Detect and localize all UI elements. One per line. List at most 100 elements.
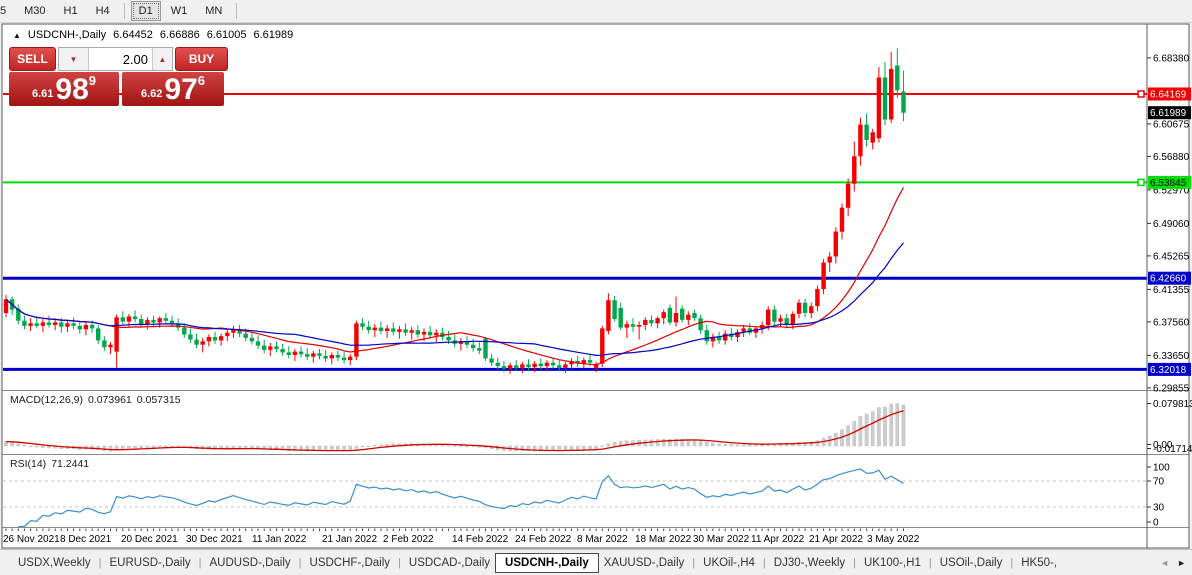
chart-title: ▲ USDCNH-,Daily 6.64452 6.66886 6.61005 … [13,29,293,41]
tab-usdx-weekly[interactable]: USDX,Weekly [18,556,91,569]
chart-tab-bar: USDX,Weekly | EURUSD-,Daily | AUDUSD-,Daily |… [0,549,1192,575]
price-axis[interactable]: 6.68380 6.60675 6.56880 6.52970 6.49060 6.452… [1146,24,1192,548]
svg-text:26 Nov 2021: 26 Nov 2021 [3,534,60,545]
rsi-level-lines [3,480,1147,508]
svg-text:6.29855: 6.29855 [1153,383,1190,394]
macd-name: MACD(12,26,9) [10,394,83,406]
tab-xauusd-daily[interactable]: XAUUSD-,Daily [603,556,685,569]
tab-dj30-weekly[interactable]: DJ30-,Weekly [773,556,846,569]
svg-text:8 Dec 2021: 8 Dec 2021 [60,534,112,545]
sell-price-prefix: 6.61 [31,88,54,100]
tab-separator: | [762,556,766,569]
tabs-scroll-left-icon[interactable]: ◄ [1160,558,1170,568]
svg-text:6.52970: 6.52970 [1153,185,1190,196]
tab-usdcad-daily[interactable]: USDCAD-,Daily [408,556,491,569]
svg-text:24 Feb 2022: 24 Feb 2022 [515,534,572,545]
svg-text:11 Apr 2022: 11 Apr 2022 [751,534,805,545]
svg-text:0: 0 [1153,518,1159,529]
buy-price-big-digits: 97 [164,73,198,106]
toolbar-separator [123,3,125,19]
buy-price-display[interactable]: 6.62 97 6 [122,72,224,106]
macd-signal-value: 0.057315 [136,394,181,406]
svg-text:14 Feb 2022: 14 Feb 2022 [452,534,509,545]
timeframe-button-mn[interactable]: MN [205,5,223,17]
tab-usdcnh-daily[interactable]: USDCNH-,Daily [495,552,599,573]
svg-text:30 Mar 2022: 30 Mar 2022 [693,534,750,545]
ohlc-low: 6.61005 [206,29,247,41]
svg-text:6.37560: 6.37560 [1153,317,1190,328]
panel-separators[interactable] [2,390,1189,528]
toolbar-separator [236,3,238,19]
one-click-trading-panel: SELL ▼ 2.00 ▲ BUY 6.61 98 9 6.62 97 6 [9,47,228,106]
tab-uk100-h1[interactable]: UK100-,H1 [864,556,921,569]
one-click-collapse-icon[interactable]: ▲ [13,30,21,40]
tab-hk50[interactable]: HK50-, [1021,556,1058,569]
timeframe-button-d1[interactable]: D1 [130,1,161,21]
timeframe-button-m30[interactable]: M30 [24,5,46,17]
date-axis[interactable]: 26 Nov 2021 8 Dec 2021 20 Dec 2021 30 Dec 2… [3,528,920,546]
macd-indicator-label: MACD(12,26,9) 0.073961 0.057315 [10,394,181,406]
volume-decrease-button[interactable]: ▼ [59,48,89,70]
svg-text:100: 100 [1153,463,1170,474]
timeframe-button-w1[interactable]: W1 [170,5,188,17]
timeframe-button-h4[interactable]: H4 [95,5,110,17]
svg-text:6.33650: 6.33650 [1153,351,1190,362]
svg-text:6.53845: 6.53845 [1150,178,1187,189]
tab-separator: | [928,556,932,569]
svg-text:6.32018: 6.32018 [1150,365,1187,376]
svg-text:6.56880: 6.56880 [1153,152,1190,163]
sell-price-pip-digit: 9 [88,73,97,88]
svg-text:30: 30 [1153,503,1165,514]
buy-button[interactable]: BUY [175,47,228,71]
tab-audusd-daily[interactable]: AUDUSD-,Daily [209,556,291,569]
timeframe-button-h1[interactable]: H1 [63,5,78,17]
svg-text:6.49060: 6.49060 [1153,219,1190,230]
moving-average-slow [5,242,904,357]
tab-separator: | [398,556,401,569]
tab-usdchf-daily[interactable]: USDCHF-,Daily [309,556,391,569]
tab-separator: | [298,556,302,569]
svg-text:6.60675: 6.60675 [1153,119,1190,130]
buy-price-prefix: 6.62 [140,88,163,100]
tab-eurusd-daily[interactable]: EURUSD-,Daily [109,556,191,569]
svg-text:6.68380: 6.68380 [1153,53,1190,64]
candlestick-series [3,48,906,374]
svg-text:6.41355: 6.41355 [1153,285,1190,296]
sell-price-display[interactable]: 6.61 98 9 [9,72,119,106]
svg-text:6.45265: 6.45265 [1153,251,1190,262]
ohlc-open: 6.64452 [113,29,153,41]
tab-separator: | [692,556,696,569]
tab-separator: | [98,556,102,569]
rsi-value: 71.2441 [51,458,90,470]
buy-price-pip-digit: 6 [197,73,206,88]
macd-signal-line [5,410,904,452]
timeframe-button-5[interactable]: 5 [0,5,7,17]
svg-text:6.42660: 6.42660 [1150,274,1187,285]
svg-text:70: 70 [1153,477,1165,488]
ohlc-close: 6.61989 [253,29,294,41]
svg-text:2 Feb 2022: 2 Feb 2022 [383,534,434,545]
moving-average-fast [5,187,905,366]
tab-separator: | [1010,556,1014,569]
svg-text:21 Jan 2022: 21 Jan 2022 [322,534,377,545]
sell-price-big-digits: 98 [55,73,89,106]
symbol-period-label: USDCNH-,Daily [27,29,107,41]
sell-button[interactable]: SELL [9,47,56,71]
horizontal-level-lines[interactable] [3,90,1147,371]
svg-text:18 Mar 2022: 18 Mar 2022 [635,534,692,545]
volume-control: ▼ 2.00 ▲ [58,47,173,71]
svg-text:3 May 2022: 3 May 2022 [867,534,920,545]
svg-text:6.61989: 6.61989 [1150,108,1187,119]
svg-text:11 Jan 2022: 11 Jan 2022 [252,534,307,545]
volume-increase-button[interactable]: ▲ [152,48,172,70]
volume-input[interactable]: 2.00 [89,48,152,70]
tab-usoil-daily[interactable]: USOil-,Daily [939,556,1003,569]
svg-text:30 Dec 2021: 30 Dec 2021 [186,534,243,545]
ohlc-high: 6.66886 [159,29,200,41]
macd-value: 0.073961 [87,394,132,406]
tab-ukoil-h4[interactable]: UKOil-,H4 [703,556,755,569]
svg-text:6.64169: 6.64169 [1150,90,1187,101]
tab-separator: | [853,556,856,569]
tabs-scroll-right-icon[interactable]: ► [1177,558,1186,568]
